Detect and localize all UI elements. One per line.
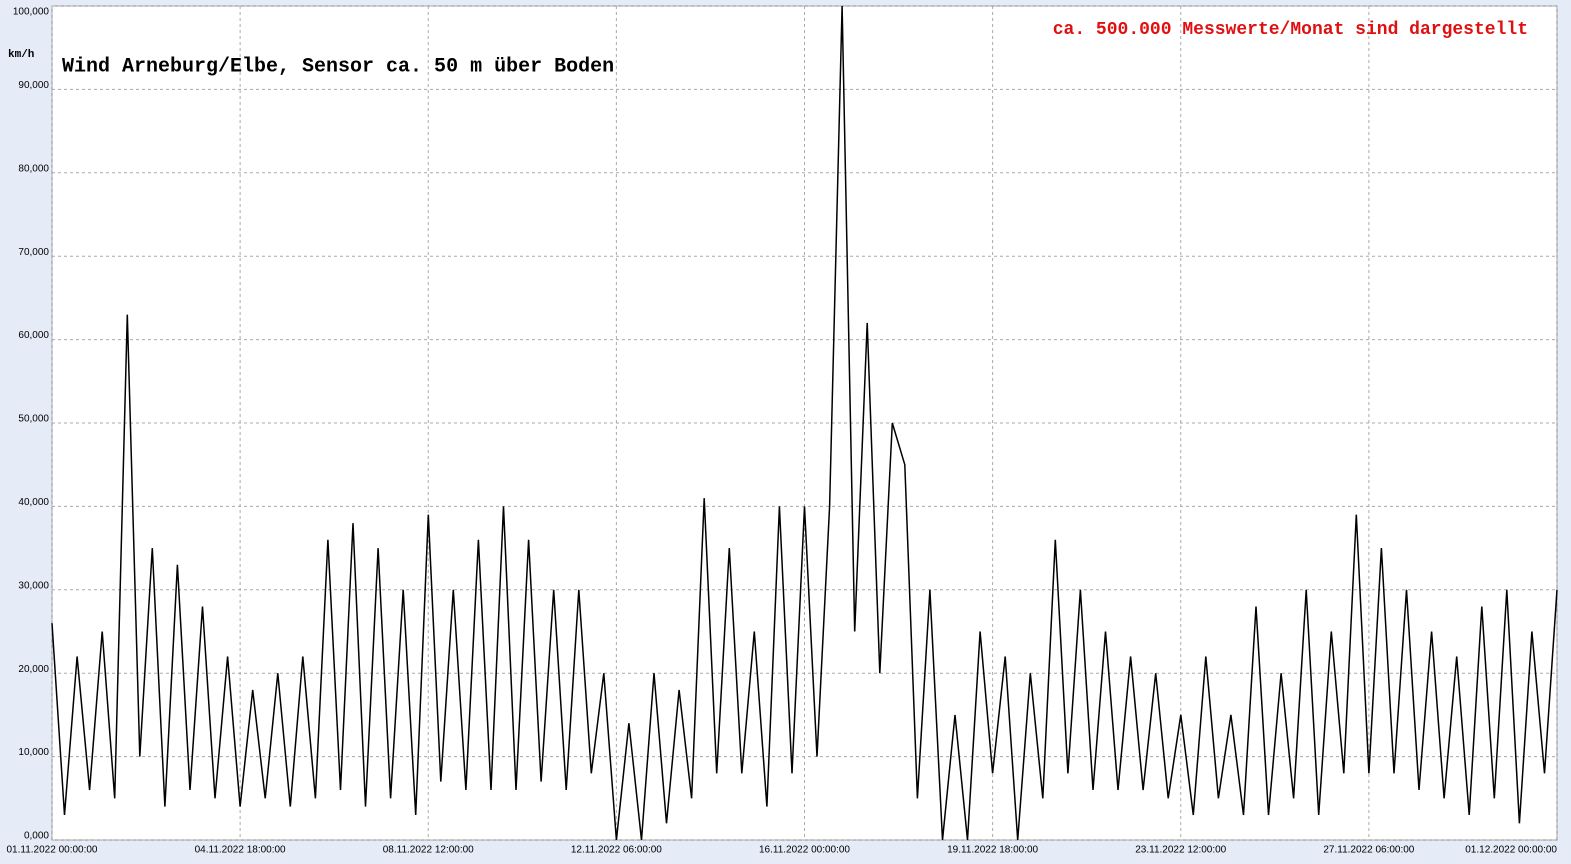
x-tick-label: 01.11.2022 00:00:00 <box>6 845 97 856</box>
data-line <box>51 5 1558 841</box>
y-tick-label: 80,000 <box>18 163 49 174</box>
x-tick-label: 08.11.2022 12:00:00 <box>383 845 474 856</box>
y-tick-label: 60,000 <box>18 330 49 341</box>
x-tick-label: 27.11.2022 06:00:00 <box>1323 845 1414 856</box>
y-tick-label: 100,000 <box>13 7 50 18</box>
annotation: ca. 500.000 Messwerte/Monat sind dargest… <box>1053 20 1528 40</box>
x-tick-label: 04.11.2022 18:00:00 <box>195 845 286 856</box>
y-axis-label: km/h <box>8 49 34 61</box>
y-tick-label: 0,000 <box>24 831 49 842</box>
y-tick-label: 40,000 <box>18 497 49 508</box>
x-tick-label: 01.12.2022 00:00:00 <box>1465 845 1557 856</box>
chart-title: Wind Arneburg/Elbe, Sensor ca. 50 m über… <box>62 55 614 78</box>
x-tick-label: 16.11.2022 00:00:00 <box>759 845 850 856</box>
y-tick-label: 70,000 <box>18 247 49 258</box>
y-tick-label: 20,000 <box>18 664 49 675</box>
y-tick-label: 10,000 <box>18 747 49 758</box>
x-tick-label: 12.11.2022 06:00:00 <box>571 845 662 856</box>
y-tick-label: 50,000 <box>18 414 49 425</box>
x-tick-label: 19.11.2022 18:00:00 <box>947 845 1038 856</box>
y-tick-label: 30,000 <box>18 580 49 591</box>
y-tick-label: 90,000 <box>18 80 49 91</box>
x-tick-label: 23.11.2022 12:00:00 <box>1135 845 1226 856</box>
